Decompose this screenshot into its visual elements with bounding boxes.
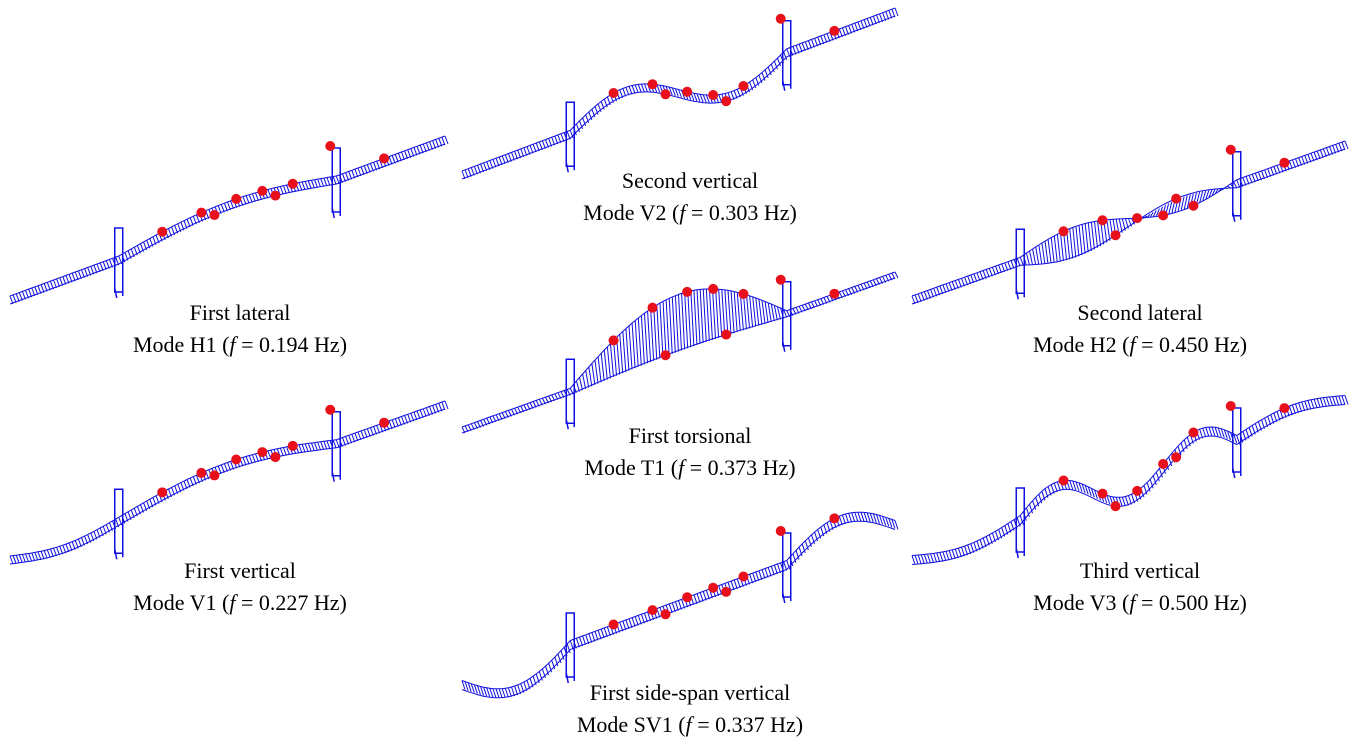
sensor [648, 79, 658, 89]
sensor [1171, 194, 1181, 204]
sensor [661, 350, 671, 360]
mode-title: First torsional [629, 423, 752, 448]
sensor [682, 287, 692, 297]
sensor [1188, 201, 1198, 211]
mode-title: Second lateral [1077, 300, 1202, 325]
sensor [196, 208, 206, 218]
mode-title: First vertical [184, 558, 296, 583]
sensor [648, 303, 658, 313]
sensor [609, 335, 619, 345]
figure: First lateral Mode H1 (f = 0.194 Hz) Secon… [0, 0, 1349, 743]
sensor [257, 447, 267, 457]
sensor [157, 487, 167, 497]
sensor [829, 26, 839, 36]
sensor [1226, 145, 1236, 155]
sensor [270, 452, 280, 462]
mode-label: Mode H2 (f = 0.450 Hz) [1033, 332, 1247, 357]
sensor [708, 583, 718, 593]
sensor [776, 526, 786, 536]
sensor [776, 275, 786, 285]
sensor [209, 470, 219, 480]
mode-label: Mode V1 (f = 0.227 Hz) [133, 590, 347, 615]
sensor [270, 191, 280, 201]
sensor [288, 441, 298, 451]
sensor [1059, 226, 1069, 236]
sensor [379, 418, 389, 428]
sensor [776, 14, 786, 24]
sensor [1132, 213, 1142, 223]
sensor [738, 572, 748, 582]
sensor [1158, 459, 1168, 469]
sensor [721, 96, 731, 106]
sensor [1279, 403, 1289, 413]
sensor [1158, 210, 1168, 220]
sensor [682, 87, 692, 97]
sensor [829, 289, 839, 299]
mode-title: First side-span vertical [590, 680, 790, 705]
sensor [157, 227, 167, 237]
sensor [738, 81, 748, 91]
mode-title: Second vertical [622, 168, 758, 193]
sensor [1111, 230, 1121, 240]
sensor [682, 592, 692, 602]
sensor [231, 455, 241, 465]
mode-label: Mode V3 (f = 0.500 Hz) [1033, 590, 1247, 615]
mode-label: Mode SV1 (f = 0.337 Hz) [577, 712, 803, 737]
sensor [661, 89, 671, 99]
sensor [1279, 158, 1289, 168]
sensor [257, 186, 267, 196]
sensor [1171, 452, 1181, 462]
sensor [648, 605, 658, 615]
mode-title: Third vertical [1080, 558, 1200, 583]
mode-title: First lateral [190, 300, 291, 325]
sensor [379, 153, 389, 163]
sensor [1098, 489, 1108, 499]
sensor [661, 609, 671, 619]
mode-label: Mode V2 (f = 0.303 Hz) [583, 200, 797, 225]
sensor [738, 289, 748, 299]
sensor [708, 90, 718, 100]
sensor [1059, 475, 1069, 485]
sensor [1132, 486, 1142, 496]
mode-label: Mode H1 (f = 0.194 Hz) [133, 332, 347, 357]
sensor [609, 620, 619, 630]
sensor [708, 284, 718, 294]
sensor [325, 141, 335, 151]
sensor [1098, 215, 1108, 225]
sensor [721, 587, 731, 597]
sensor [231, 194, 241, 204]
sensor [609, 88, 619, 98]
sensor [1111, 501, 1121, 511]
mode-label: Mode T1 (f = 0.373 Hz) [584, 455, 795, 480]
background [0, 0, 1349, 743]
sensor [829, 513, 839, 523]
sensor [209, 210, 219, 220]
sensor [1226, 401, 1236, 411]
sensor [288, 179, 298, 189]
sensor [196, 468, 206, 478]
sensor [325, 405, 335, 415]
sensor [1188, 427, 1198, 437]
sensor [721, 330, 731, 340]
